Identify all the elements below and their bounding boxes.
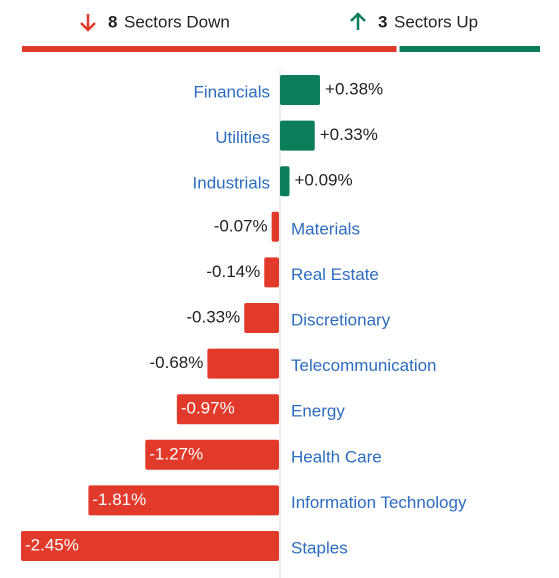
up-arrow [350, 12, 366, 30]
category-label: Information Technology [291, 493, 467, 512]
up-label: Sectors Up [394, 12, 478, 31]
value-label: +0.33% [320, 125, 378, 144]
up-share-bar [399, 46, 540, 52]
down-label: Sectors Down [124, 12, 230, 31]
category-label: Industrials [193, 174, 270, 193]
category-label: Staples [291, 538, 348, 557]
value-label: -0.14% [206, 262, 260, 281]
down-arrow [80, 14, 96, 32]
value-label: -0.07% [214, 216, 268, 235]
category-label: Utilities [215, 128, 270, 147]
value-label: -0.97% [181, 399, 235, 418]
value-label: -1.81% [92, 490, 146, 509]
bar [280, 75, 321, 105]
bar [264, 257, 279, 288]
bar [21, 531, 279, 561]
value-label: -1.27% [149, 444, 203, 463]
up-count: 3 [378, 12, 387, 31]
category-label: Health Care [291, 447, 382, 466]
bar [145, 439, 279, 470]
value-label: -2.45% [25, 535, 79, 554]
category-label: Real Estate [291, 265, 379, 284]
value-label: +0.09% [294, 171, 352, 190]
down-count: 8 [108, 12, 117, 31]
value-label: +0.38% [325, 79, 383, 98]
value-label: -0.33% [186, 307, 240, 326]
category-label: Financials [193, 82, 270, 101]
bar [271, 211, 279, 242]
bar [280, 120, 315, 151]
category-label: Discretionary [291, 310, 391, 329]
down-share-bar [22, 46, 397, 52]
category-label: Telecommunication [291, 356, 437, 375]
bar [280, 166, 290, 197]
bar [244, 303, 279, 333]
category-label: Energy [291, 402, 345, 421]
value-label: -0.68% [150, 353, 204, 372]
bar [207, 348, 279, 379]
bar [176, 394, 279, 425]
category-label: Materials [291, 219, 360, 238]
bar [88, 485, 279, 516]
